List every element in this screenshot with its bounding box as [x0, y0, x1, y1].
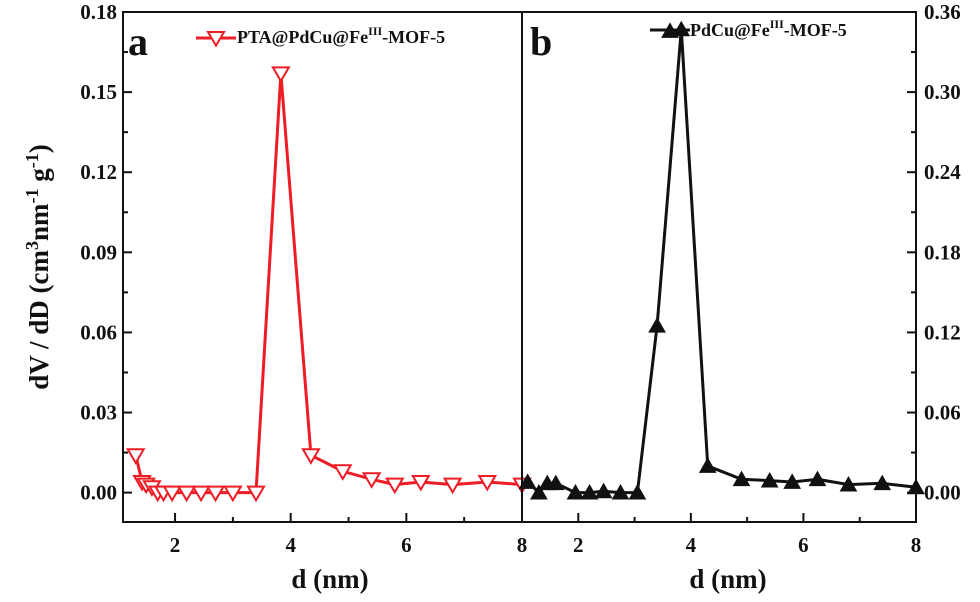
y-tick-label: 0.36 — [924, 0, 961, 24]
panel-a-legend-marker — [206, 31, 226, 48]
y-tick-label: 0.06 — [924, 401, 961, 425]
data-point — [732, 470, 751, 487]
data-point — [125, 448, 146, 465]
panel-a-legend-label: PTA@PdCu@FeIII-MOF-5 — [237, 24, 445, 47]
panel-a-legend: PTA@PdCu@FeIII-MOF-5 — [196, 24, 445, 48]
data-point — [191, 485, 211, 503]
data-point — [594, 482, 613, 499]
x-tick-label: 2 — [573, 533, 584, 557]
data-point — [518, 473, 537, 489]
x-tick-label: 4 — [686, 533, 697, 557]
data-point — [442, 477, 463, 495]
legend-marker — [206, 31, 226, 48]
panel-b-markers — [518, 20, 925, 500]
y-tick-label: 0.18 — [924, 240, 961, 264]
y-tick-label: 0.24 — [924, 160, 961, 184]
panel-b-x-ticks: 2 4 6 8 — [573, 513, 921, 557]
data-point — [361, 472, 382, 489]
data-point — [223, 485, 243, 503]
panel-b-legend-marker — [661, 22, 679, 38]
y-tick-label: 0.12 — [80, 160, 117, 184]
data-point — [271, 66, 291, 83]
data-point — [477, 474, 498, 492]
data-point — [162, 485, 182, 503]
data-point — [246, 485, 266, 503]
data-point — [698, 457, 717, 473]
x-tick-label: 8 — [911, 533, 922, 557]
data-point — [530, 484, 548, 500]
data-point — [611, 484, 630, 500]
x-tick-label: 8 — [517, 533, 528, 557]
data-point — [760, 472, 779, 488]
data-point — [411, 474, 431, 492]
y-tick-label: 0.12 — [924, 320, 961, 344]
data-point — [580, 484, 599, 500]
data-point — [176, 485, 197, 503]
y-tick-label: 0.00 — [80, 481, 117, 505]
data-point — [808, 470, 827, 487]
panel-a-x-ticks: 2 4 6 8 — [170, 513, 527, 557]
data-point — [783, 473, 802, 489]
panel-b-legend: PdCu@FeIII-MOF-5 — [650, 17, 847, 40]
data-point — [648, 317, 666, 333]
panel-b-y-ticks: 0.00 0.06 0.12 0.18 0.24 0.30 0.36 — [907, 0, 961, 505]
y-tick-label: 0.00 — [924, 481, 961, 505]
data-point — [839, 476, 858, 492]
y-tick-label: 0.03 — [80, 401, 117, 425]
data-point — [546, 474, 565, 491]
data-point — [332, 464, 353, 481]
data-point — [385, 477, 405, 495]
data-point — [205, 485, 226, 503]
y-tick-label: 0.30 — [924, 80, 961, 104]
x-tick-label: 6 — [798, 533, 809, 557]
data-point — [907, 478, 925, 495]
y-axis-title: dV / dD (cm3nm-1 g-1) — [22, 144, 54, 390]
panel-b-x-axis-title: d (nm) — [689, 564, 766, 594]
y-tick-label: 0.15 — [80, 80, 117, 104]
panel-b-letter: b — [530, 19, 552, 64]
data-point — [628, 484, 647, 500]
x-tick-label: 2 — [170, 533, 181, 557]
panel-b-frame — [521, 11, 917, 523]
legend-marker — [661, 22, 679, 38]
data-point — [566, 484, 585, 500]
panel-a-frame — [122, 11, 523, 523]
panel-a: 0.00 0.03 0.06 0.09 0.12 0.15 0.18 2 4 6 8 a PTA@… — [22, 0, 532, 594]
panel-b-series-line — [526, 29, 917, 495]
panel-a-series-line — [134, 73, 523, 495]
panel-a-x-axis-title: d (nm) — [291, 564, 368, 594]
y-tick-label: 0.18 — [80, 0, 117, 24]
panel-a-markers — [125, 66, 532, 503]
panel-a-letter: a — [128, 19, 148, 64]
panel-a-y-ticks: 0.00 0.03 0.06 0.09 0.12 0.15 0.18 — [80, 0, 132, 505]
data-point — [301, 448, 321, 465]
panel-b-legend-label: PdCu@FeIII-MOF-5 — [690, 17, 847, 40]
x-tick-label: 4 — [285, 533, 296, 557]
panel-b: 0.00 0.06 0.12 0.18 0.24 0.30 0.36 2 4 6 8 b PdCu… — [518, 0, 961, 594]
y-tick-label: 0.09 — [80, 240, 117, 264]
y-tick-label: 0.06 — [80, 320, 117, 344]
data-point — [873, 474, 892, 491]
x-tick-label: 6 — [401, 533, 412, 557]
